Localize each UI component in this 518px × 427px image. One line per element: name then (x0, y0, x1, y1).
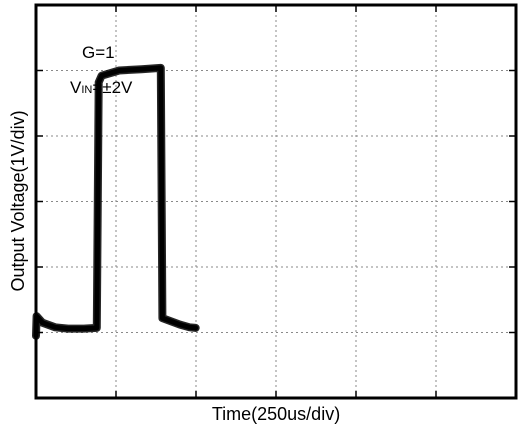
x-axis-label: Time(250us/div) (212, 404, 340, 424)
vin-annotation: VIN=±2V (70, 78, 133, 97)
signal-trace (33, 65, 199, 339)
vin-annotation-prefix: V (70, 78, 82, 97)
vin-annotation-subscript: IN (81, 84, 92, 96)
vin-annotation-suffix: =±2V (92, 78, 133, 97)
y-axis-label: Output Voltage(1V/div) (8, 110, 28, 291)
plot-frame (34, 3, 518, 400)
gain-annotation: G=1 (82, 43, 115, 62)
